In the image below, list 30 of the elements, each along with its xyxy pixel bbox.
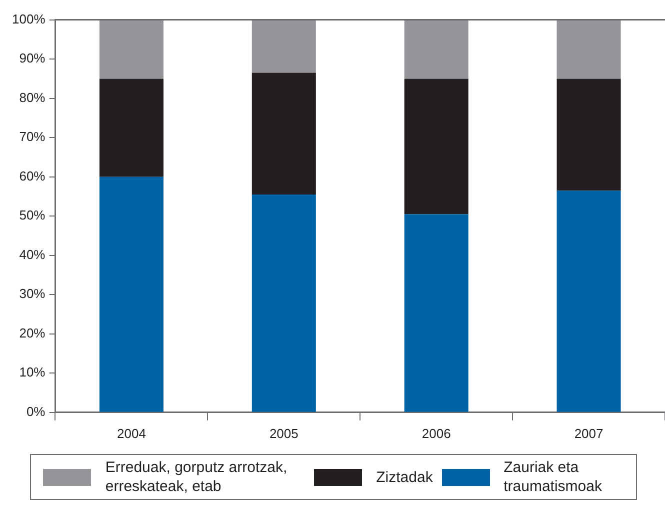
bar — [99, 20, 164, 79]
y-tick-label: 20% — [19, 325, 46, 340]
x-tick-label: 2004 — [117, 426, 146, 441]
legend-label: Zauriak eta traumatismoak — [504, 458, 603, 496]
bar — [99, 176, 164, 412]
y-tick-label: 0% — [26, 404, 46, 419]
y-tick-label: 60% — [19, 168, 46, 184]
y-tick-label: 10% — [19, 364, 46, 380]
bar — [404, 214, 468, 412]
legend-label: Erreduak, gorputz arrotzak, erreskateak, etab — [105, 458, 288, 496]
bar — [99, 78, 164, 177]
y-tick-label: 100% — [12, 11, 46, 26]
bar — [252, 194, 316, 412]
legend-label: Ziztadak — [376, 468, 433, 486]
x-tick-label: 2006 — [422, 426, 451, 441]
y-tick-label: 40% — [19, 246, 46, 262]
bar — [252, 20, 316, 73]
y-tick-label: 30% — [19, 286, 46, 302]
bar — [556, 20, 621, 79]
x-tick-label: 2007 — [574, 426, 604, 441]
bar — [404, 20, 468, 79]
bar — [556, 190, 621, 412]
y-tick-label: 50% — [19, 208, 46, 223]
bar — [556, 78, 621, 191]
bar — [404, 78, 468, 214]
bar — [252, 72, 316, 195]
y-tick-label: 70% — [19, 129, 46, 144]
y-tick-label: 90% — [19, 50, 46, 66]
y-tick-label: 80% — [19, 90, 46, 105]
x-tick-label: 2005 — [269, 426, 298, 441]
